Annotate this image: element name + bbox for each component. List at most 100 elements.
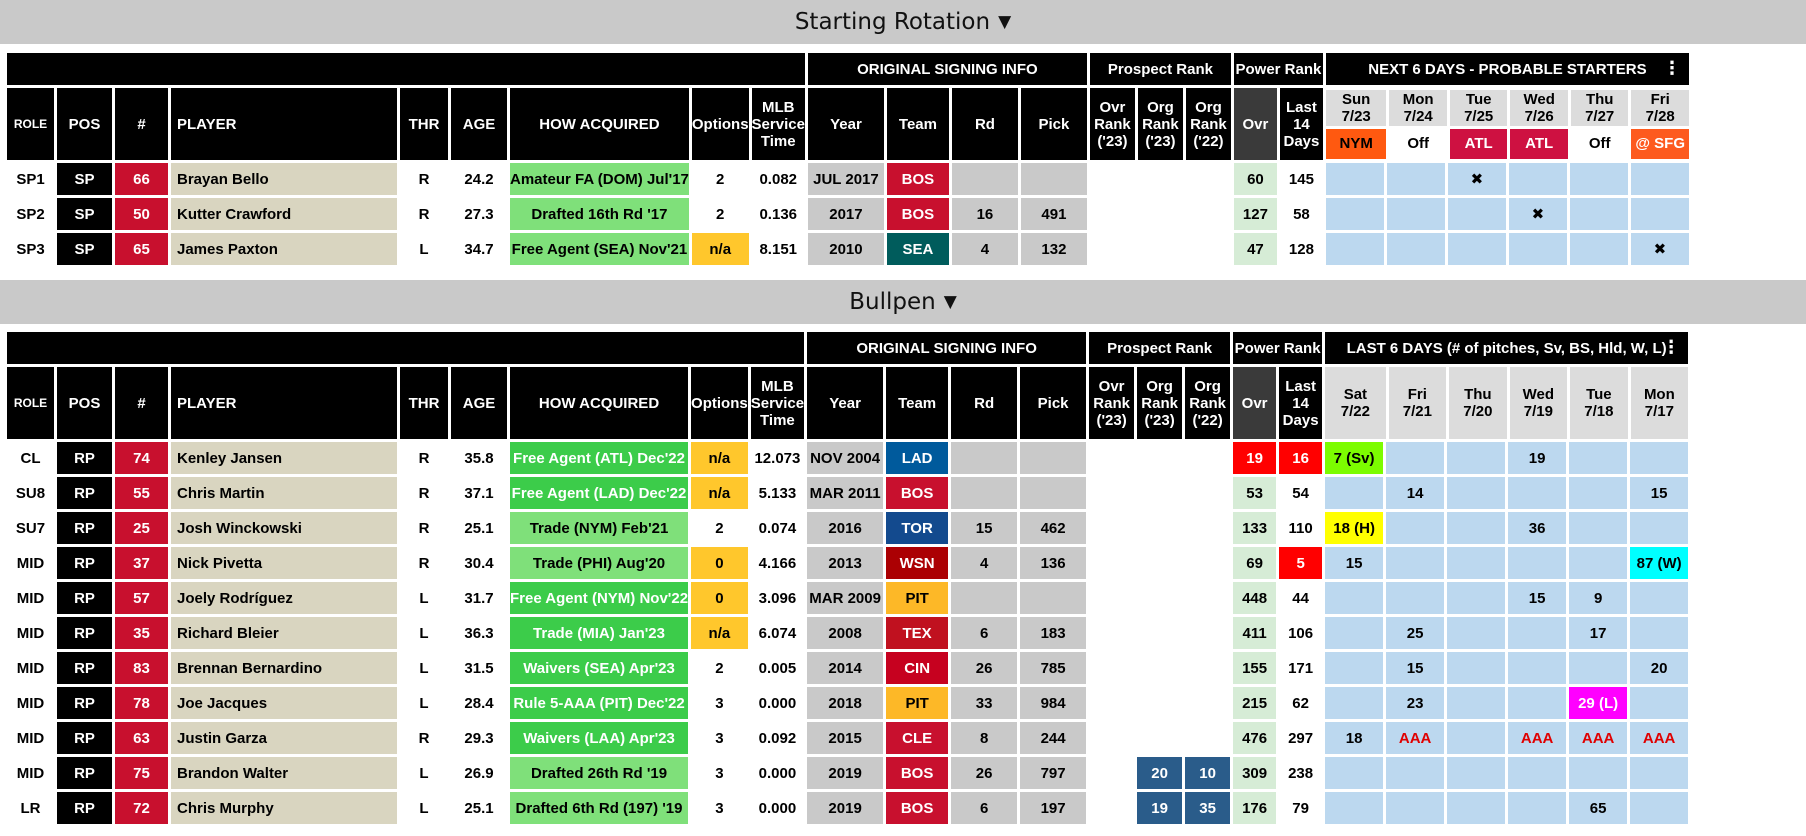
day-cell[interactable]: 15 bbox=[1508, 582, 1567, 614]
col-pos[interactable]: POS bbox=[57, 88, 112, 160]
day-cell[interactable] bbox=[1508, 652, 1567, 684]
day-header-thu[interactable]: Thu 7/27 bbox=[1567, 89, 1629, 126]
day-cell[interactable]: 19 bbox=[1508, 442, 1567, 474]
player-name[interactable]: Joe Jacques bbox=[171, 687, 397, 719]
col-mlb-service[interactable]: MLB Service Time bbox=[751, 88, 805, 160]
day-cell[interactable]: 15 bbox=[1325, 547, 1384, 579]
day-cell[interactable]: 14 bbox=[1386, 477, 1445, 509]
day-cell[interactable] bbox=[1630, 198, 1689, 230]
player-name[interactable]: Richard Bleier bbox=[171, 617, 397, 649]
col-role[interactable]: ROLE bbox=[7, 88, 54, 160]
day-cell[interactable]: 29 (L) bbox=[1569, 687, 1628, 719]
day-header-wed[interactable]: Wed 7/19 bbox=[1506, 367, 1568, 439]
day-cell[interactable] bbox=[1630, 757, 1689, 789]
day-cell[interactable]: 87 (W) bbox=[1630, 547, 1689, 579]
col-age[interactable]: AGE bbox=[451, 367, 507, 439]
starting-rotation-header[interactable]: Starting Rotation ▼ bbox=[0, 0, 1806, 44]
day-cell[interactable] bbox=[1325, 687, 1384, 719]
day-cell[interactable]: AAA bbox=[1386, 722, 1445, 754]
opponent-cell[interactable]: ATL bbox=[1446, 125, 1508, 159]
day-cell[interactable] bbox=[1386, 198, 1445, 230]
opponent-cell[interactable]: NYM bbox=[1325, 125, 1387, 159]
col-how-acquired[interactable]: HOW ACQUIRED bbox=[510, 367, 689, 439]
col-player[interactable]: PLAYER bbox=[171, 88, 397, 160]
col-thr[interactable]: THR bbox=[400, 88, 448, 160]
day-cell[interactable] bbox=[1630, 617, 1689, 649]
day-cell[interactable] bbox=[1508, 163, 1567, 195]
col-org-rank-23[interactable]: Org Rank ('23) bbox=[1137, 88, 1183, 160]
table-row[interactable]: MID RP 75 Brandon Walter L 26.9 Drafted 26th R… bbox=[7, 757, 1689, 789]
day-cell[interactable] bbox=[1325, 198, 1384, 230]
day-cell[interactable] bbox=[1325, 652, 1384, 684]
day-cell[interactable]: 20 bbox=[1630, 652, 1689, 684]
day-cell[interactable] bbox=[1447, 477, 1506, 509]
day-cell[interactable] bbox=[1447, 442, 1506, 474]
opponent-cell[interactable]: ATL bbox=[1507, 125, 1568, 159]
opponent-cell[interactable]: Off bbox=[1386, 125, 1447, 159]
col-pick[interactable]: Pick bbox=[1020, 367, 1087, 439]
day-cell[interactable] bbox=[1508, 792, 1567, 824]
table-row[interactable]: MID RP 78 Joe Jacques L 28.4 Rule 5-AAA (PIT) … bbox=[7, 687, 1689, 719]
day-cell[interactable] bbox=[1447, 547, 1506, 579]
day-cell[interactable]: 9 bbox=[1569, 582, 1628, 614]
player-name[interactable]: Chris Murphy bbox=[171, 792, 397, 824]
day-header-tue[interactable]: Tue 7/18 bbox=[1567, 367, 1628, 439]
day-cell[interactable] bbox=[1447, 617, 1506, 649]
col-power-ovr[interactable]: Ovr bbox=[1233, 367, 1277, 439]
day-cell[interactable] bbox=[1447, 582, 1506, 614]
day-cell[interactable] bbox=[1325, 163, 1384, 195]
col-role[interactable]: ROLE bbox=[7, 367, 54, 439]
day-cell[interactable]: 15 bbox=[1386, 652, 1445, 684]
day-cell[interactable]: 15 bbox=[1630, 477, 1689, 509]
day-cell[interactable] bbox=[1386, 512, 1445, 544]
col-age[interactable]: AGE bbox=[451, 88, 507, 160]
day-header-sat[interactable]: Sat 7/22 bbox=[1325, 367, 1386, 439]
col-num[interactable]: # bbox=[115, 367, 168, 439]
col-org-rank-23[interactable]: Org Rank ('23) bbox=[1137, 367, 1183, 439]
day-cell[interactable] bbox=[1447, 652, 1506, 684]
table-row[interactable]: SU7 RP 25 Josh Winckowski R 25.1 Trade (NYM) F… bbox=[7, 512, 1689, 544]
player-name[interactable]: Kenley Jansen bbox=[171, 442, 397, 474]
player-name[interactable]: James Paxton bbox=[171, 233, 397, 265]
day-cell[interactable] bbox=[1569, 652, 1628, 684]
day-cell[interactable] bbox=[1447, 198, 1506, 230]
col-power-ovr[interactable]: Ovr bbox=[1233, 88, 1277, 160]
col-ovr-rank[interactable]: Ovr Rank ('23) bbox=[1089, 88, 1135, 160]
day-cell[interactable] bbox=[1630, 442, 1689, 474]
col-team[interactable]: Team bbox=[886, 367, 949, 439]
day-cell[interactable] bbox=[1508, 477, 1567, 509]
table-row[interactable]: MID RP 57 Joely Rodríguez L 31.7 Free Agent (N… bbox=[7, 582, 1689, 614]
col-last-14[interactable]: Last 14 Days bbox=[1279, 367, 1323, 439]
day-cell[interactable] bbox=[1569, 233, 1628, 265]
day-cell[interactable] bbox=[1569, 477, 1628, 509]
day-cell[interactable] bbox=[1325, 757, 1384, 789]
day-cell[interactable]: 65 bbox=[1569, 792, 1628, 824]
day-cell[interactable] bbox=[1447, 792, 1506, 824]
table-row[interactable]: MID RP 37 Nick Pivetta R 30.4 Trade (PHI) Aug'… bbox=[7, 547, 1689, 579]
day-header-sun[interactable]: Sun 7/23 bbox=[1325, 89, 1387, 126]
table-row[interactable]: MID RP 83 Brennan Bernardino L 31.5 Waivers (S… bbox=[7, 652, 1689, 684]
day-cell[interactable] bbox=[1386, 547, 1445, 579]
player-name[interactable]: Brennan Bernardino bbox=[171, 652, 397, 684]
col-org-rank-22[interactable]: Org Rank ('22) bbox=[1185, 88, 1231, 160]
col-options[interactable]: Options bbox=[691, 88, 749, 160]
collapse-arrow-icon[interactable]: ▼ bbox=[943, 292, 957, 312]
bullpen-header[interactable]: Bullpen ▼ bbox=[0, 280, 1806, 324]
day-header-thu[interactable]: Thu 7/20 bbox=[1446, 367, 1507, 439]
day-cell[interactable] bbox=[1325, 792, 1384, 824]
opponent-cell[interactable]: @ SFG bbox=[1628, 125, 1689, 159]
day-cell[interactable]: 18 (H) bbox=[1325, 512, 1384, 544]
col-ovr-rank[interactable]: Ovr Rank ('23) bbox=[1089, 367, 1135, 439]
table-row[interactable]: SP2 SP 50 Kutter Crawford R 27.3 Drafted 16th … bbox=[7, 198, 1689, 230]
day-cell[interactable] bbox=[1630, 792, 1689, 824]
player-name[interactable]: Justin Garza bbox=[171, 722, 397, 754]
table-row[interactable]: SP3 SP 65 James Paxton L 34.7 Free Agent (SEA)… bbox=[7, 233, 1689, 265]
day-cell[interactable] bbox=[1569, 442, 1628, 474]
col-team[interactable]: Team bbox=[886, 88, 949, 160]
day-cell[interactable] bbox=[1386, 582, 1445, 614]
day-cell[interactable]: 17 bbox=[1569, 617, 1628, 649]
day-cell[interactable] bbox=[1325, 233, 1384, 265]
col-rd[interactable]: Rd bbox=[951, 88, 1018, 160]
day-header-mon[interactable]: Mon 7/24 bbox=[1386, 89, 1447, 126]
player-name[interactable]: Brandon Walter bbox=[171, 757, 397, 789]
